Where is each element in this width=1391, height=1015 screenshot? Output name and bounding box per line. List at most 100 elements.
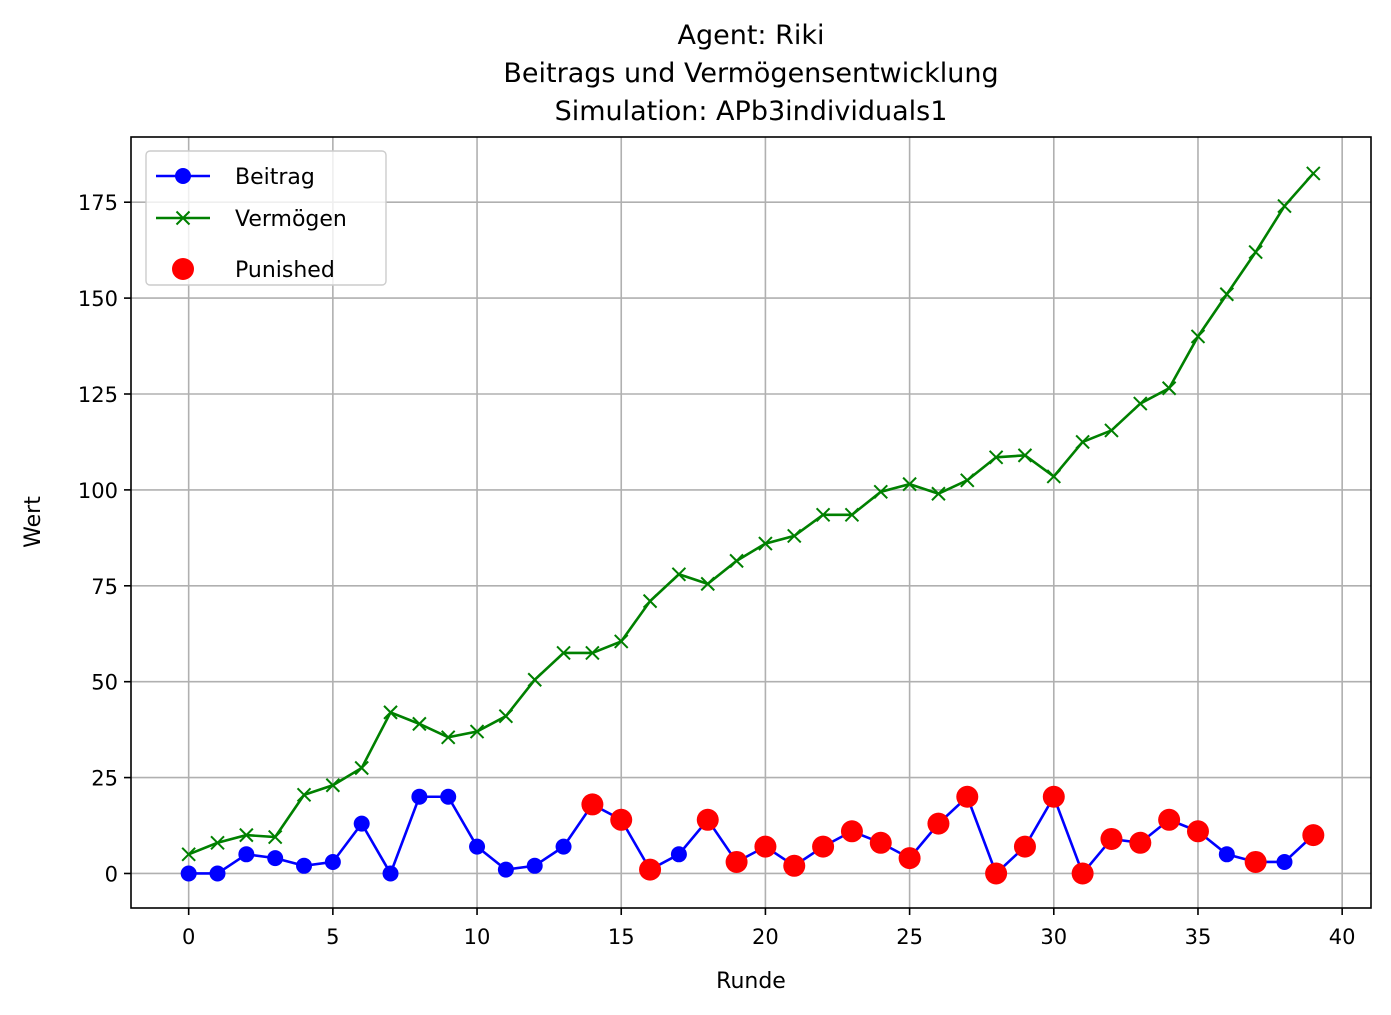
x-marker-stroke — [181, 847, 196, 862]
x-marker-stroke — [729, 553, 744, 569]
x-marker-stroke — [441, 730, 456, 745]
x-marker-stroke — [1277, 198, 1292, 214]
chart-title: Agent: Riki Beitrags und Vermögensentwic… — [503, 20, 998, 127]
beitrag-point — [267, 850, 284, 867]
x-tick-label: 0 — [182, 925, 195, 949]
punished-point — [783, 854, 806, 877]
punished-point — [812, 835, 835, 858]
punished-point — [985, 862, 1008, 885]
y-tick-label: 0 — [105, 862, 118, 886]
verm-gen-point — [1219, 287, 1235, 302]
x-marker-stroke — [556, 645, 571, 661]
verm-gen-point — [412, 716, 427, 732]
x-marker-stroke — [175, 210, 191, 226]
verm-gen-point — [815, 507, 831, 523]
legend-label: Punished — [235, 258, 335, 283]
verm-gen-point — [556, 645, 571, 661]
chart-title-line-3: Simulation: APb3individuals1 — [555, 96, 948, 127]
verm-gen-point — [1277, 198, 1292, 214]
punished-point — [898, 847, 921, 870]
punished-point — [869, 831, 892, 854]
beitrag-point — [497, 861, 514, 878]
y-tick-label: 150 — [78, 287, 118, 311]
beitrag-point — [670, 846, 687, 863]
punished-point — [754, 835, 777, 858]
legend-marker — [172, 258, 194, 280]
punished-point — [1158, 808, 1181, 831]
beitrag-point — [238, 846, 255, 863]
x-marker-stroke — [815, 507, 831, 523]
verm-gen-point — [729, 553, 744, 569]
verm-gen-point — [614, 634, 629, 649]
x-marker-stroke — [469, 724, 485, 739]
x-marker-stroke — [1046, 469, 1061, 484]
verm-gen-point — [1133, 396, 1148, 411]
punished-point — [956, 785, 979, 808]
verm-gen-point — [296, 787, 312, 803]
x-tick-label: 25 — [896, 925, 923, 949]
x-marker-stroke — [267, 829, 283, 845]
verm-gen-point — [931, 486, 946, 501]
x-marker-stroke — [210, 835, 225, 850]
x-marker-stroke — [412, 716, 427, 732]
beitrag-point — [296, 857, 313, 874]
y-tick-label: 100 — [78, 479, 118, 503]
y-tick-label: 75 — [91, 575, 118, 599]
x-marker-stroke — [527, 672, 542, 687]
x-marker-stroke — [296, 787, 312, 803]
punished-point — [1302, 824, 1325, 847]
x-marker-stroke — [614, 634, 629, 649]
x-tick-label: 40 — [1329, 925, 1356, 949]
x-marker-stroke — [1075, 434, 1090, 450]
beitrag-point — [469, 838, 486, 855]
x-marker-stroke — [902, 476, 917, 492]
legend-label: Vermögen — [235, 207, 347, 232]
verm-gen-point — [1046, 469, 1061, 484]
verm-gen-point — [902, 476, 917, 492]
legend-entry-punished: Punished — [172, 258, 335, 283]
legend-marker — [175, 210, 191, 226]
verm-gen-point — [267, 829, 283, 845]
legend-box — [145, 150, 387, 286]
chart-title-line-2: Beitrags und Vermögensentwicklung — [503, 58, 998, 89]
verm-gen-point — [1075, 434, 1090, 450]
x-marker-stroke — [1133, 396, 1148, 411]
beitrag-point — [555, 838, 572, 855]
x-marker-stroke — [873, 484, 888, 500]
verm-gen-point — [441, 730, 456, 745]
punished-point — [1186, 820, 1209, 843]
beitrag-point — [1276, 853, 1293, 870]
y-axis-ticks: 0 25 50 75 100 125 150 175 — [78, 191, 131, 886]
x-marker-stroke — [988, 450, 1004, 465]
verm-gen-point — [239, 827, 254, 843]
beitrag-point — [1218, 846, 1235, 863]
x-tick-label: 20 — [752, 925, 779, 949]
x-marker-stroke — [700, 576, 715, 592]
x-tick-label: 30 — [1040, 925, 1067, 949]
x-marker-stroke — [1104, 423, 1119, 438]
verm-gen-point — [844, 507, 860, 523]
verm-gen-point — [498, 709, 514, 724]
beitrag-point — [324, 853, 341, 870]
x-marker-stroke — [1190, 329, 1206, 344]
beitrag-line — [188, 793, 1315, 877]
verm-gen-point — [960, 473, 975, 488]
x-tick-label: 5 — [326, 925, 339, 949]
x-marker-stroke — [1219, 287, 1235, 302]
legend: Beitrag Vermögen Punished — [145, 150, 387, 286]
verm-gen-point — [671, 567, 687, 582]
beitrag-point — [353, 815, 370, 832]
y-tick-label: 25 — [91, 767, 118, 791]
verm-gen-point — [469, 724, 485, 739]
x-marker-stroke — [1017, 448, 1033, 463]
punished-point — [696, 808, 719, 831]
x-marker-stroke — [960, 473, 975, 488]
legend-entry-beitrag: Beitrag — [156, 165, 315, 190]
x-marker-stroke — [498, 709, 514, 724]
beitrag-point — [526, 857, 543, 874]
verm-gen-point — [758, 536, 773, 551]
punished-point — [840, 820, 863, 843]
x-marker-stroke — [931, 486, 946, 501]
verm-gen-point — [181, 847, 196, 862]
